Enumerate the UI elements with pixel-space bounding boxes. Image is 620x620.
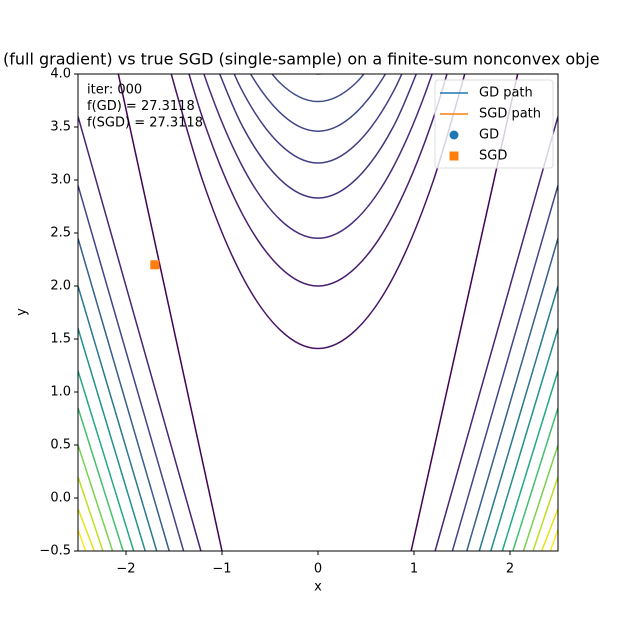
x-tick-label: 2 — [506, 562, 514, 577]
contour-line — [478, 285, 558, 551]
contour-line — [271, 74, 365, 103]
y-tick-label: 0.5 — [50, 438, 71, 453]
annotation: f(SGD) = 27.3118 — [87, 116, 203, 131]
legend-label: SGD path — [479, 107, 541, 122]
contour-line — [466, 238, 558, 551]
legend-label: GD path — [479, 86, 533, 101]
contour-line — [117, 74, 223, 551]
contour-line — [78, 116, 202, 551]
contour-line — [78, 444, 114, 551]
contour-line — [549, 529, 558, 551]
contour-line — [78, 285, 158, 551]
legend-label: SGD — [479, 149, 507, 164]
y-tick-label: 2.0 — [50, 279, 71, 294]
contour-line — [233, 74, 403, 164]
contour-line — [501, 370, 558, 551]
point-marker — [150, 260, 160, 270]
chart-title: (full gradient) vs true SGD (single-samp… — [3, 50, 600, 69]
contour-line — [540, 508, 558, 551]
contour-line — [78, 185, 185, 551]
contour-line — [78, 407, 124, 551]
contour-line — [218, 74, 418, 199]
contour-line — [532, 476, 558, 551]
x-axis-label: x — [314, 580, 322, 595]
contour-line — [78, 238, 170, 551]
contour-line — [434, 116, 558, 551]
legend-swatch — [449, 151, 459, 161]
y-tick-label: 1.0 — [50, 385, 71, 400]
contour-line — [78, 328, 146, 551]
contour-line — [249, 74, 387, 132]
x-tick-label: −2 — [116, 562, 135, 577]
contour-line — [522, 444, 558, 551]
contour-line — [203, 74, 433, 240]
legend-box — [434, 79, 554, 169]
contour-line — [188, 74, 448, 287]
y-tick-label: 3.5 — [50, 120, 71, 135]
contour-line — [78, 370, 135, 551]
y-tick-label: 1.5 — [50, 332, 71, 347]
legend-swatch — [449, 130, 459, 140]
legend-label: GD — [479, 128, 499, 143]
contour-line — [451, 185, 558, 551]
x-tick-label: 1 — [410, 562, 418, 577]
y-tick-label: 0.0 — [50, 491, 71, 506]
x-tick-label: 0 — [314, 562, 322, 577]
plot-area — [78, 74, 558, 551]
annotation: f(GD) = 27.3118 — [87, 99, 195, 114]
contour-line — [78, 508, 96, 551]
x-tick-label: −1 — [212, 562, 231, 577]
contour-line — [170, 74, 466, 350]
y-axis-label: y — [15, 308, 30, 316]
contour-line — [512, 407, 558, 551]
contour-line — [78, 529, 87, 551]
y-tick-label: −0.5 — [39, 544, 71, 559]
y-tick-label: 3.0 — [50, 173, 71, 188]
contour-line — [490, 328, 558, 551]
annotation: iter: 000 — [87, 83, 142, 98]
contour-line — [78, 476, 104, 551]
y-tick-label: 4.0 — [50, 67, 71, 82]
y-tick-label: 2.5 — [50, 226, 71, 241]
